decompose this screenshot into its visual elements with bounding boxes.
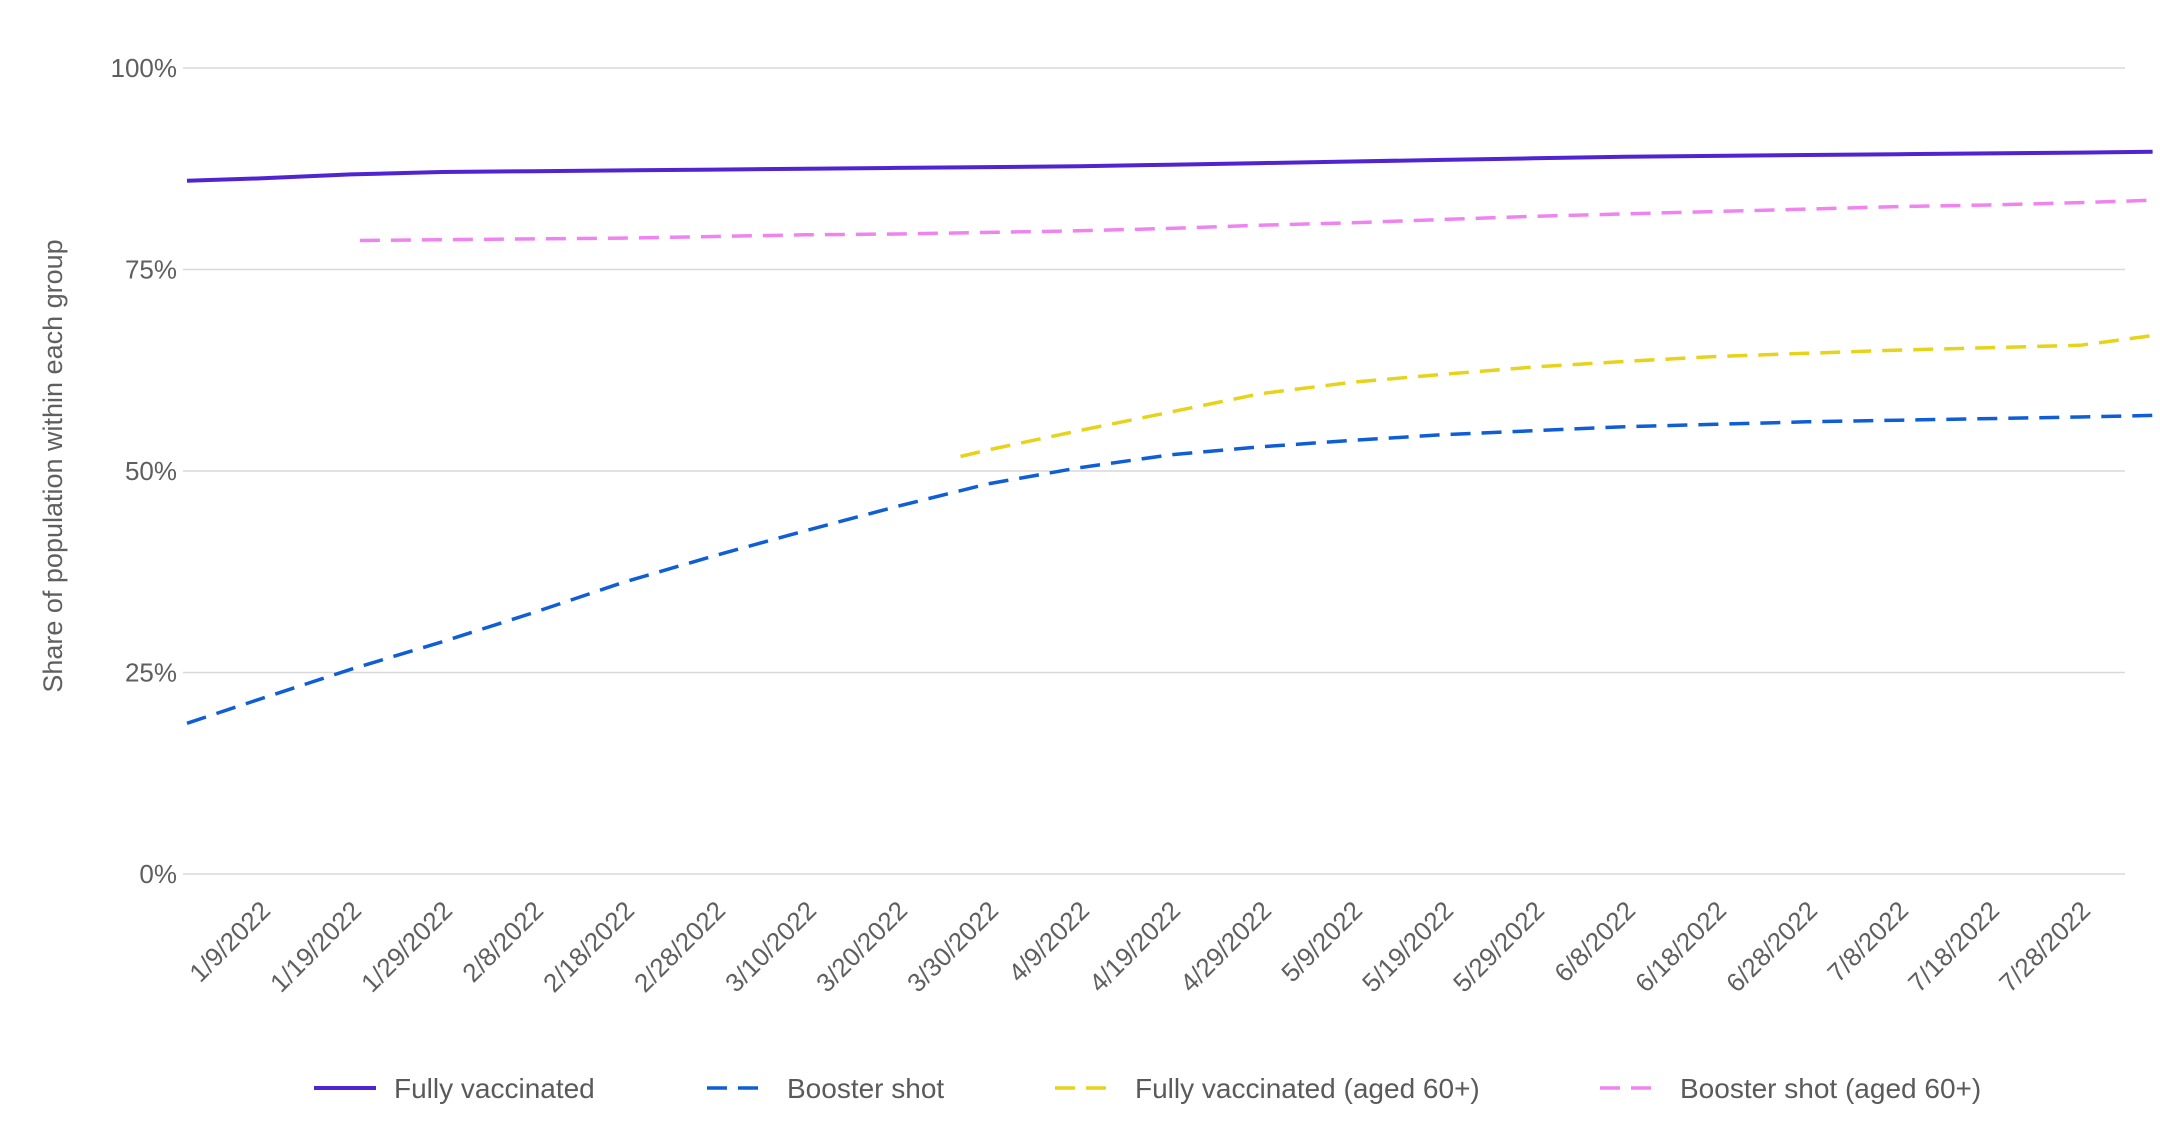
series-line-0 <box>186 149 2153 183</box>
legend: Fully vaccinated Booster shot Fully vaccin… <box>314 1073 1981 1104</box>
series-lines <box>186 149 2153 725</box>
y-axis-label: Share of population within each group <box>38 239 68 692</box>
y-tick-label: 100% <box>111 53 178 83</box>
legend-label: Fully vaccinated <box>394 1073 595 1104</box>
legend-label: Fully vaccinated (aged 60+) <box>1135 1073 1480 1104</box>
x-tick-label: 3/10/2022 <box>719 895 822 998</box>
x-tick-label: 6/28/2022 <box>1720 895 1823 998</box>
x-tick-label: 5/19/2022 <box>1356 895 1459 998</box>
x-tick-label: 1/9/2022 <box>183 895 276 988</box>
x-tick-label: 5/9/2022 <box>1275 895 1368 988</box>
series-line-3 <box>359 198 2153 243</box>
series-line-1 <box>186 413 2153 725</box>
x-tick-label: 6/18/2022 <box>1629 895 1732 998</box>
x-tick-label: 6/8/2022 <box>1548 895 1641 988</box>
x-tick-label: 5/29/2022 <box>1447 895 1550 998</box>
legend-label: Booster shot <box>787 1073 944 1104</box>
x-tick-label: 2/28/2022 <box>628 895 731 998</box>
x-tick-label: 3/30/2022 <box>901 895 1004 998</box>
gridlines <box>183 67 2125 875</box>
x-tick-label: 7/8/2022 <box>1821 895 1914 988</box>
y-tick-label: 0% <box>139 859 177 889</box>
x-tick-label: 4/9/2022 <box>1002 895 1095 988</box>
x-tick-label: 4/29/2022 <box>1174 895 1277 998</box>
x-tick-label: 3/20/2022 <box>810 895 913 998</box>
y-tick-label: 50% <box>125 456 177 486</box>
legend-label: Booster shot (aged 60+) <box>1680 1073 1981 1104</box>
x-tick-label: 4/19/2022 <box>1083 895 1186 998</box>
x-tick-label: 1/19/2022 <box>264 895 367 998</box>
x-tick-label: 1/29/2022 <box>355 895 458 998</box>
y-tick-label: 25% <box>125 658 177 688</box>
y-axis-ticks: 0% 25% 50% 75% 100% <box>111 53 178 889</box>
x-tick-label: 2/18/2022 <box>537 895 640 998</box>
y-tick-label: 75% <box>125 255 177 285</box>
series-line-2 <box>960 333 2153 459</box>
x-tick-label: 7/28/2022 <box>1993 895 2096 998</box>
x-tick-label: 7/18/2022 <box>1902 895 2005 998</box>
x-axis-ticks: 1/9/20221/19/20221/29/20222/8/20222/18/2… <box>183 895 2096 998</box>
x-tick-label: 2/8/2022 <box>456 895 549 988</box>
